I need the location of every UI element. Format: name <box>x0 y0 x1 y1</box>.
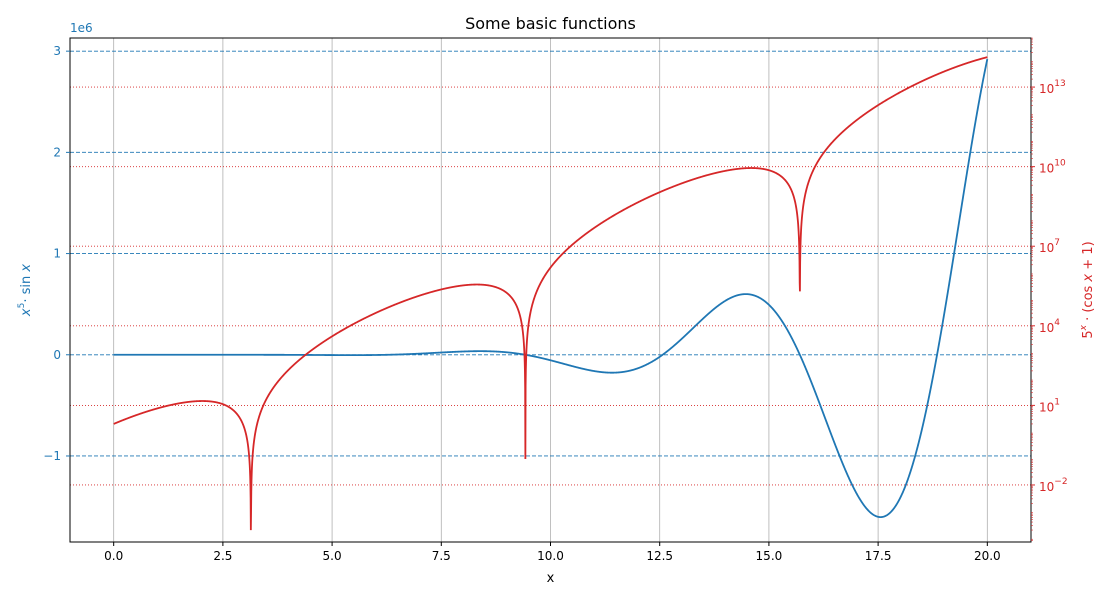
x-tick-label: 17.5 <box>865 549 892 563</box>
series-line-right <box>113 56 988 531</box>
left-axis-offset-text: 1e6 <box>70 21 93 35</box>
right-tick-label: 1010 <box>1039 159 1066 176</box>
x-tick-label: 15.0 <box>756 549 783 563</box>
x-tick-label: 10.0 <box>537 549 564 563</box>
right-tick-label: 10−2 <box>1039 477 1068 494</box>
right-tick-label: 104 <box>1039 318 1060 335</box>
right-tick-label: 101 <box>1039 397 1060 414</box>
right-tick-label: 1013 <box>1039 79 1066 96</box>
series-layer <box>113 56 989 531</box>
left-tick-label: 1 <box>53 247 61 261</box>
left-tick-label: −1 <box>43 449 61 463</box>
x-tick-label: 12.5 <box>646 549 673 563</box>
left-tick-label: 0 <box>53 348 61 362</box>
left-tick-label: 3 <box>53 44 61 58</box>
x-axis-label: x <box>547 571 555 586</box>
left-tick-label: 2 <box>53 145 61 159</box>
x-tick-label: 7.5 <box>432 549 451 563</box>
series-line-left <box>113 58 989 519</box>
x-tick-label: 0.0 <box>104 549 123 563</box>
left-axis-label: x5· sin x <box>17 264 34 317</box>
x-tick-label: 2.5 <box>213 549 232 563</box>
x-tick-label: 20.0 <box>974 549 1001 563</box>
x-tick-label: 5.0 <box>323 549 342 563</box>
chart-title: Some basic functions <box>465 14 636 33</box>
right-axis-label: 5x · (cos x + 1) <box>1079 241 1096 338</box>
axes-layer: 0.0 2.5 5.0 7.5 10.0 12.5 15.0 17.5 20.0 −1 0 1 2 3 10… <box>43 37 1068 563</box>
grid-layer <box>70 38 1031 542</box>
right-tick-label: 107 <box>1039 238 1060 255</box>
